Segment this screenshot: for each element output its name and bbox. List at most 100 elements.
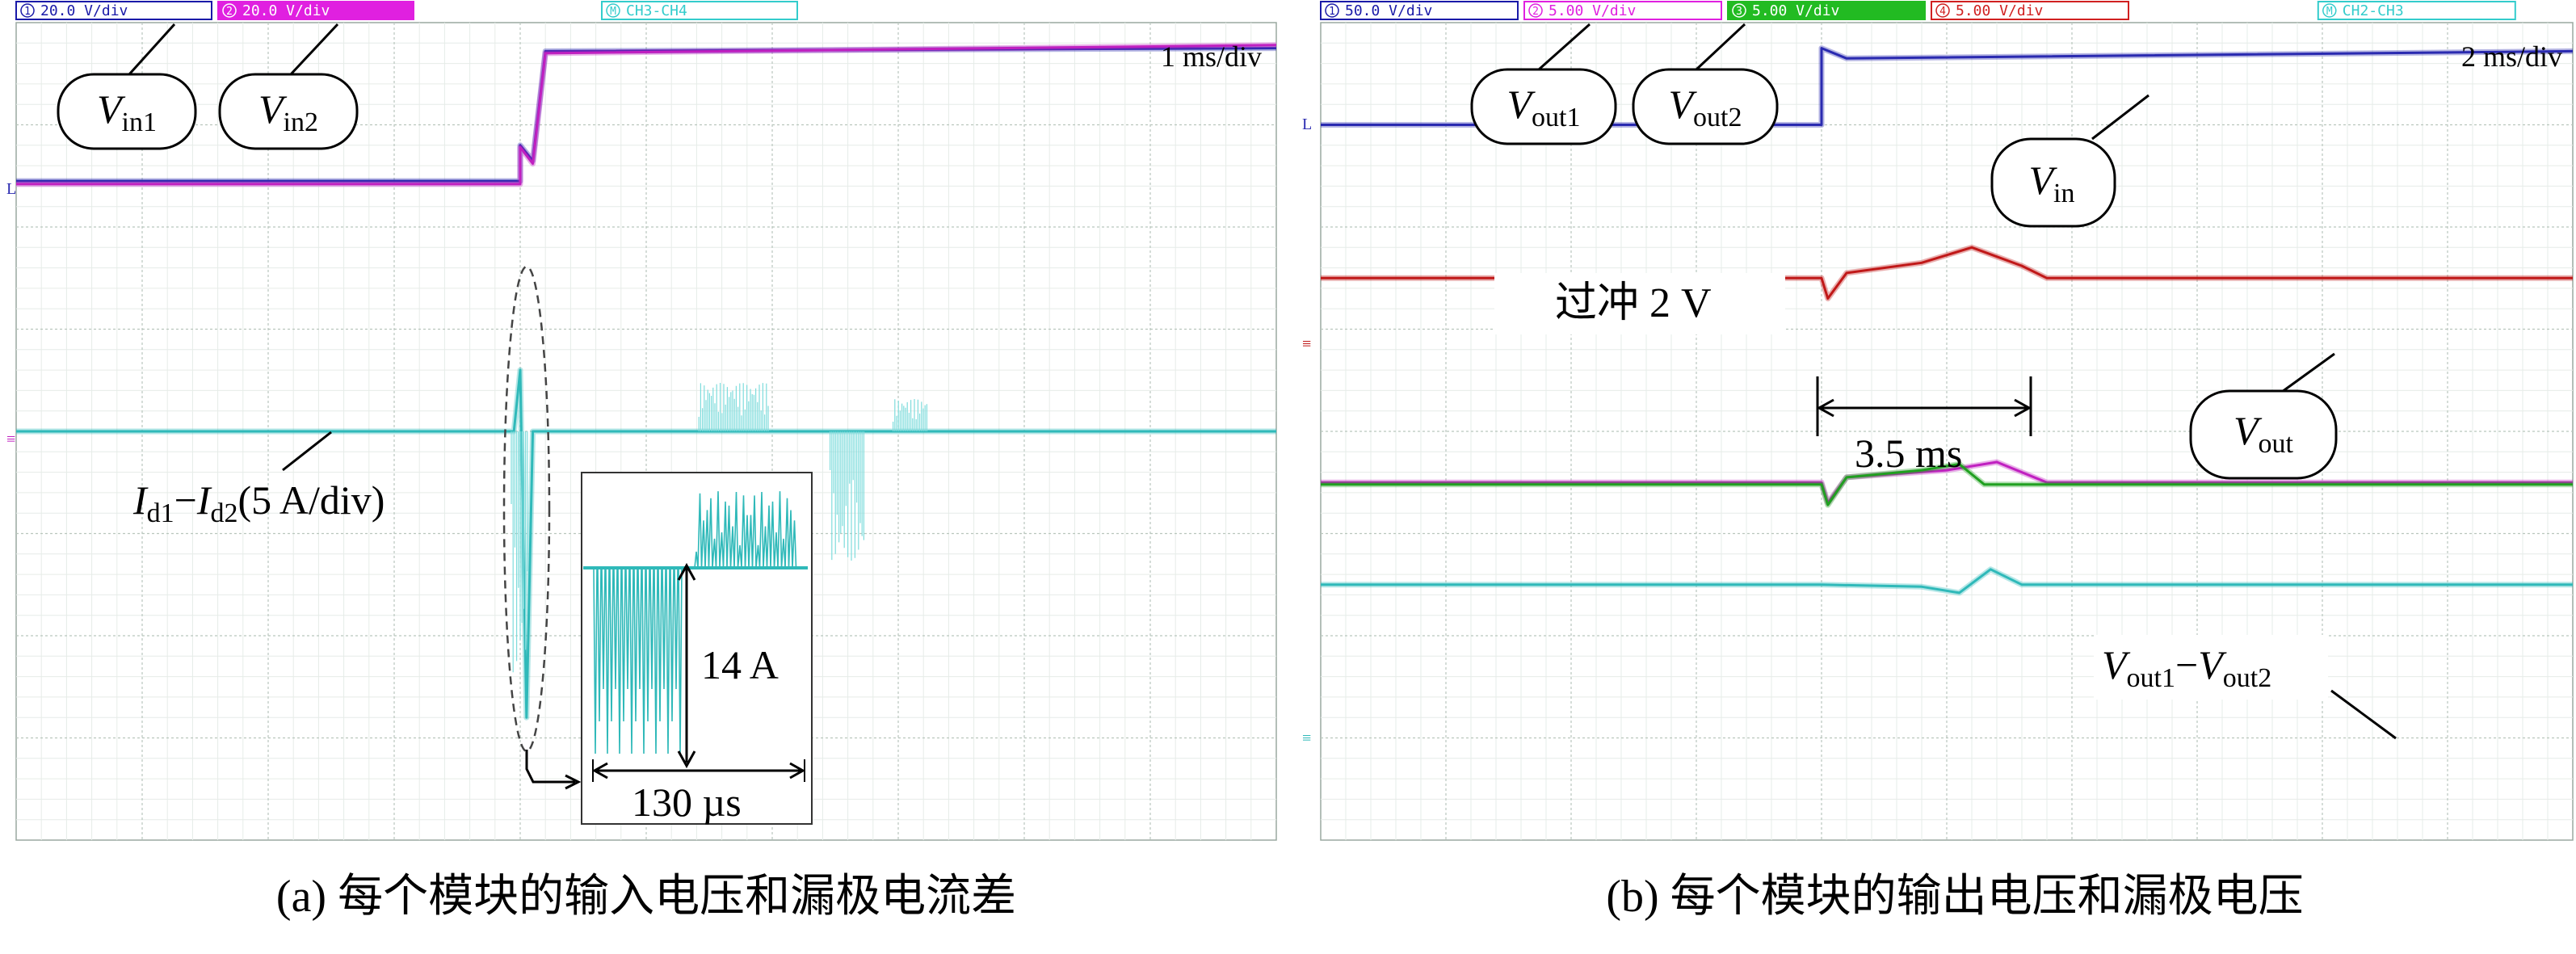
channel-M-number: M <box>610 6 616 18</box>
label-vin-main: V <box>2029 158 2058 203</box>
label-current-diff: Id1−Id2(5 A/div) <box>132 431 385 528</box>
zoom-inset-trace <box>583 491 808 754</box>
channel-1-scale: 50.0 V/div <box>1345 2 1432 19</box>
trace-vout2 <box>1321 463 2573 506</box>
current-noise-burst <box>893 399 927 431</box>
label-vout-main: V <box>2234 408 2263 453</box>
channel-2-scale: 5.00 V/div <box>1549 2 1636 19</box>
transient-highlight-ellipse <box>502 265 551 753</box>
channel-2-number: 2 <box>226 6 233 18</box>
overshoot-label: 过冲 2 V <box>1555 280 1712 326</box>
channel-1-number: 1 <box>24 6 31 18</box>
channel-4-scale: 5.00 V/div <box>1956 2 2043 19</box>
channel-3-number: 3 <box>1736 6 1742 18</box>
label-diff-b-sub: out2 <box>2223 663 2271 693</box>
chm-ground-marker-b: ≡ <box>1302 729 1311 747</box>
label-vin1: Vin1 <box>57 23 197 150</box>
channel-4-indicator: 4 5.00 V/div <box>1931 1 2129 20</box>
inset-duration-label: 130 µs <box>632 780 742 825</box>
svg-text:Vout1: Vout1 <box>1507 82 1581 132</box>
channel-2-number: 2 <box>1532 6 1539 18</box>
panel-a: 1 20.0 V/div 2 20.0 V/div M CH3-CH4 1 ms/div … <box>6 1 1277 922</box>
ellipse-to-inset-arrow <box>525 750 575 784</box>
label-vout: Vout <box>2189 352 2338 480</box>
ch4-ground-marker-b: ≡ <box>1302 335 1311 353</box>
channel-3-scale: 5.00 V/div <box>1752 2 1839 19</box>
panel-b-traces <box>1321 45 2573 596</box>
panel-a-timebase: 1 ms/div <box>1161 40 1262 73</box>
svg-text:Id1−Id2(5 A/div): Id1−Id2(5 A/div) <box>132 477 385 528</box>
channel-2-indicator: 2 20.0 V/div <box>217 1 414 20</box>
svg-text:Vout1−Vout2: Vout1−Vout2 <box>2102 642 2271 693</box>
label-diff-a: V <box>2102 642 2131 687</box>
duration-marker: 3.5 ms <box>1816 376 2032 476</box>
channel-M-indicator: M CH2-CH3 <box>2317 1 2516 20</box>
panel-b-ground-markers: L ≡ ≡ <box>1302 116 1312 747</box>
ch1-ground-marker-b: L <box>1302 116 1312 133</box>
trace-vout1-vout2 <box>1321 568 2573 595</box>
channel-1-indicator: 1 50.0 V/div <box>1320 1 1519 20</box>
svg-text:Vin1: Vin1 <box>97 86 157 137</box>
label-vout1-main: V <box>1507 82 1536 127</box>
label-current-a: I <box>132 477 149 523</box>
channel-1-indicator: 1 20.0 V/div <box>15 1 212 20</box>
zoom-inset: 14 A 130 µs <box>581 472 813 825</box>
trace-vout <box>1321 246 2573 300</box>
label-vout1: Vout1 <box>1470 23 1617 145</box>
label-vout-sub: out <box>2259 429 2294 459</box>
label-current-dash: − <box>174 477 197 523</box>
channel-2-scale: 20.0 V/div <box>242 2 330 19</box>
label-diff-dash: − <box>2175 642 2198 687</box>
panel-b-caption: (b) 每个模块的输出电压和漏极电压 <box>1606 872 2303 922</box>
panel-b-timebase: 2 ms/div <box>2461 40 2562 73</box>
label-vin: Vin <box>1990 94 2149 228</box>
channel-M-indicator: M CH3-CH4 <box>601 1 798 20</box>
panel-b-channel-header: 1 50.0 V/div 2 5.00 V/div 3 5.00 V/div 4 5.00 V… <box>1320 1 2516 20</box>
panel-a-caption: (a) 每个模块的输入电压和漏极电流差 <box>276 872 1016 922</box>
panel-b-grid <box>1320 22 2574 841</box>
channel-1-scale: 20.0 V/div <box>40 2 128 19</box>
channel-1-number: 1 <box>1329 6 1335 18</box>
inset-amplitude-label: 14 A <box>701 642 779 687</box>
channel-4-number: 4 <box>1939 6 1946 18</box>
channel-2-indicator: 2 5.00 V/div <box>1523 1 1722 20</box>
channel-M-number: M <box>2326 6 2333 18</box>
label-vin2: Vin2 <box>218 23 359 150</box>
current-noise-burst <box>830 431 864 561</box>
ch3-ground-marker: ≡ <box>6 431 15 448</box>
ch1-ground-marker: L <box>6 180 16 198</box>
current-noise-burst <box>511 431 528 673</box>
label-vout1-sub: out1 <box>1532 103 1580 132</box>
svg-text:Vin2: Vin2 <box>258 86 318 137</box>
trace-vin2 <box>16 44 1276 186</box>
label-vout-diff: Vout1−Vout2 <box>2094 635 2397 740</box>
current-noise-burst <box>698 383 769 431</box>
panel-b: 1 50.0 V/div 2 5.00 V/div 3 5.00 V/div 4 5.00 V… <box>1302 1 2574 922</box>
svg-text:Vout2: Vout2 <box>1669 82 1742 132</box>
channel-M-scale: CH3-CH4 <box>626 2 687 19</box>
panel-a-traces <box>16 42 1276 721</box>
panel-a-channel-header: 1 20.0 V/div 2 20.0 V/div M CH3-CH4 <box>15 1 798 20</box>
label-vin-sub: in <box>2053 179 2074 208</box>
label-vin2-main: V <box>258 86 288 132</box>
label-diff-a-sub: out1 <box>2127 663 2175 693</box>
duration-label: 3.5 ms <box>1855 431 1962 476</box>
inset-current-trace <box>583 491 808 754</box>
label-current-rest: (5 A/div) <box>238 477 385 523</box>
label-vout2-main: V <box>1669 82 1698 127</box>
label-vin1-sub: in1 <box>122 107 157 137</box>
label-vout2-sub: out2 <box>1693 103 1742 132</box>
panel-a-ground-markers: L ≡ <box>6 180 16 448</box>
label-vin1-main: V <box>97 86 126 132</box>
label-current-a-sub: d1 <box>147 498 174 528</box>
label-diff-b: V <box>2198 642 2227 687</box>
label-vin2-sub: in2 <box>284 107 318 137</box>
label-vout2: Vout2 <box>1632 23 1779 145</box>
svg-text:Vin: Vin <box>2029 158 2075 208</box>
channel-M-scale: CH2-CH3 <box>2343 2 2404 19</box>
channel-3-indicator: 3 5.00 V/div <box>1727 1 1926 20</box>
svg-text:Vout: Vout <box>2234 408 2294 459</box>
label-current-b: I <box>196 477 212 523</box>
label-current-b-sub: d2 <box>211 498 238 528</box>
